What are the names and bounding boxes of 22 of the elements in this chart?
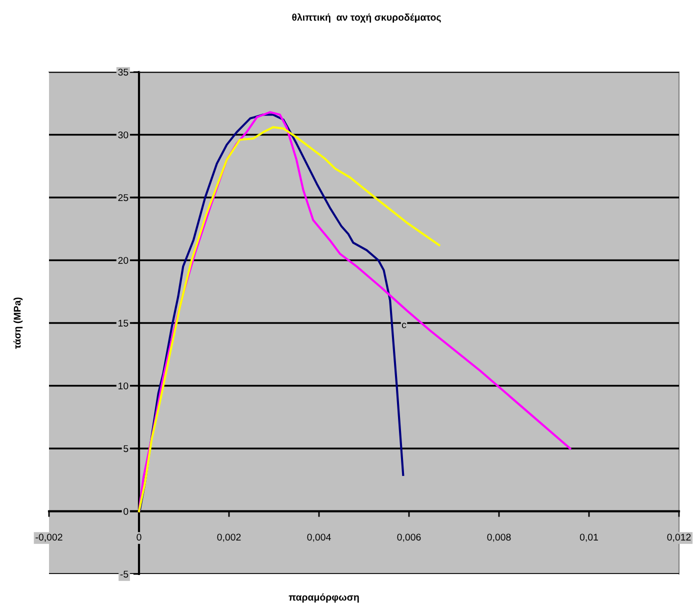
y-tick-label: 30 (118, 131, 128, 138)
y-tick-label: 25 (118, 194, 128, 202)
y-tick-label: 0 (124, 508, 128, 515)
chart-title: θλιπτική αν τοχή σκυροδέματος (292, 13, 441, 23)
x-tick-label: 0 (136, 534, 142, 541)
line-series (138, 111, 572, 512)
x-tick-label: 0,002 (217, 534, 241, 542)
x-tick-label: 0,012 (667, 534, 691, 542)
x-tick-label: -0,002 (36, 534, 62, 542)
x-tick-label: 0,006 (397, 534, 421, 542)
y-tick-label: 10 (118, 382, 128, 390)
x-tick-label: 0,004 (307, 534, 331, 542)
x-tick-label: 0,008 (487, 534, 511, 542)
y-tick-label: 15 (118, 320, 128, 327)
y-tick-label: -5 (120, 570, 128, 578)
x-tick-label: 0,01 (580, 534, 598, 542)
y-tick-label: 5 (124, 445, 128, 452)
annotation: c (402, 322, 406, 328)
x-axis-title: παραμόρφωση (288, 593, 359, 603)
y-axis-title: τάση (MPa) (13, 298, 23, 349)
y-tick-label: 20 (118, 256, 128, 264)
y-tick-label: 35 (118, 68, 128, 76)
